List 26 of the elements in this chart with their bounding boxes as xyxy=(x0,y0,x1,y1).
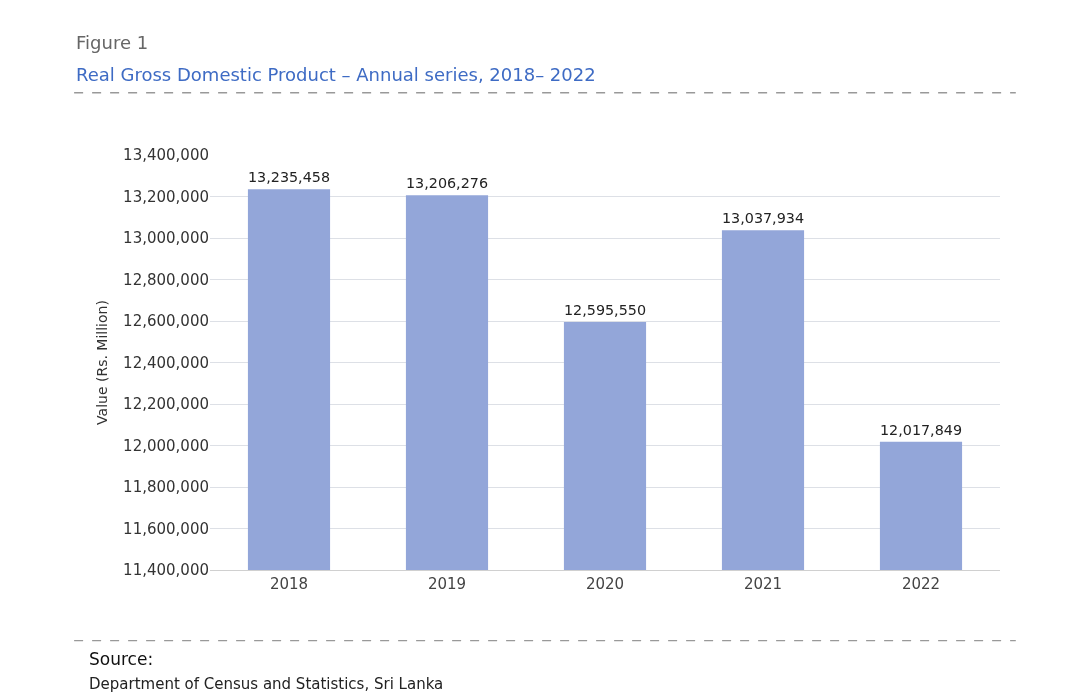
data-label: 13,037,934 xyxy=(721,210,805,227)
data-label: 12,017,849 xyxy=(879,421,963,438)
x-tick-label: 2018 xyxy=(269,575,309,593)
y-tick-label: 12,400,000 xyxy=(123,353,209,372)
y-tick-label: 13,200,000 xyxy=(123,187,209,206)
y-tick-label: 12,000,000 xyxy=(123,436,209,455)
y-tick-label: 12,200,000 xyxy=(123,395,209,414)
x-tick-label: 2020 xyxy=(585,575,625,593)
x-tick-label: 2022 xyxy=(901,575,941,593)
text: Department of Census and Statistics, Sri Lanka xyxy=(89,675,444,693)
y-tick-label: 11,600,000 xyxy=(123,519,209,538)
y-tick-label: 12,800,000 xyxy=(123,270,209,289)
x-tick-label: 2019 xyxy=(427,575,467,593)
x-tick-label: 2021 xyxy=(743,575,783,593)
chart-title: Figure 1 xyxy=(76,32,149,53)
y-tick-label: 11,800,000 xyxy=(123,478,209,497)
data-label: 13,235,458 xyxy=(247,169,331,186)
source-note: Source: xyxy=(89,649,154,669)
y-tick-label: 13,400,000 xyxy=(123,146,209,165)
y-tick-label: 13,000,000 xyxy=(123,229,209,248)
y-tick-label: 12,600,000 xyxy=(123,312,209,331)
y-tick-label: 11,400,000 xyxy=(123,561,209,580)
data-label: 12,595,550 xyxy=(563,302,647,319)
data-label: 13,206,276 xyxy=(405,175,489,192)
chart-subtitle: Real Gross Domestic Product – Annual series, 2018– 2022 xyxy=(76,64,596,85)
y-axis-title: Value (Rs. Million) xyxy=(93,300,110,425)
